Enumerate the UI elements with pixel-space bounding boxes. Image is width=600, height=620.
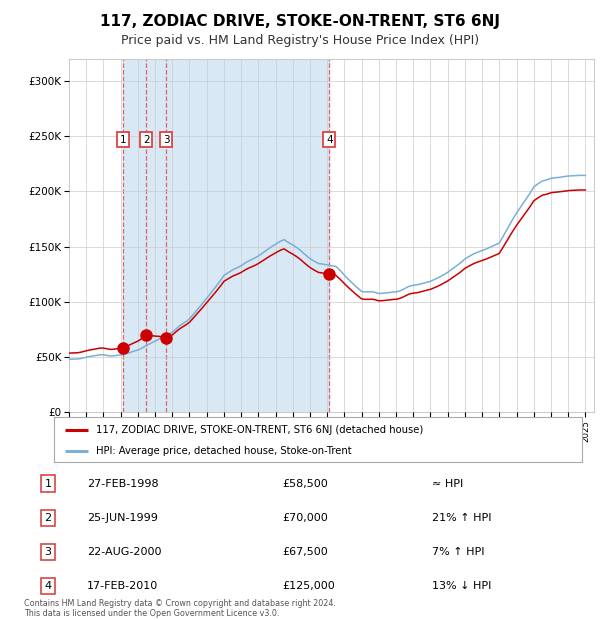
Text: 21% ↑ HPI: 21% ↑ HPI [432,513,491,523]
Text: 4: 4 [326,135,332,144]
Text: 13% ↓ HPI: 13% ↓ HPI [432,581,491,591]
Text: 3: 3 [44,547,52,557]
Text: 2: 2 [143,135,149,144]
Text: 22-AUG-2000: 22-AUG-2000 [87,547,161,557]
Text: 2: 2 [44,513,52,523]
Text: 3: 3 [163,135,169,144]
Text: 17-FEB-2010: 17-FEB-2010 [87,581,158,591]
Text: £125,000: £125,000 [282,581,335,591]
Text: 117, ZODIAC DRIVE, STOKE-ON-TRENT, ST6 6NJ (detached house): 117, ZODIAC DRIVE, STOKE-ON-TRENT, ST6 6… [96,425,424,435]
Text: This data is licensed under the Open Government Licence v3.0.: This data is licensed under the Open Gov… [24,608,280,618]
Text: 25-JUN-1999: 25-JUN-1999 [87,513,158,523]
Bar [123,59,329,412]
Text: 27-FEB-1998: 27-FEB-1998 [87,479,158,489]
Text: ≈ HPI: ≈ HPI [432,479,463,489]
Text: 1: 1 [120,135,127,144]
Text: £70,000: £70,000 [282,513,328,523]
Text: Contains HM Land Registry data © Crown copyright and database right 2024.: Contains HM Land Registry data © Crown c… [24,598,336,608]
Text: Price paid vs. HM Land Registry's House Price Index (HPI): Price paid vs. HM Land Registry's House … [121,34,479,47]
Text: 7% ↑ HPI: 7% ↑ HPI [432,547,485,557]
Text: £67,500: £67,500 [282,547,328,557]
Text: £58,500: £58,500 [282,479,328,489]
Text: HPI: Average price, detached house, Stoke-on-Trent: HPI: Average price, detached house, Stok… [96,446,352,456]
Text: 1: 1 [44,479,52,489]
Text: 117, ZODIAC DRIVE, STOKE-ON-TRENT, ST6 6NJ: 117, ZODIAC DRIVE, STOKE-ON-TRENT, ST6 6… [100,14,500,29]
Text: 4: 4 [44,581,52,591]
